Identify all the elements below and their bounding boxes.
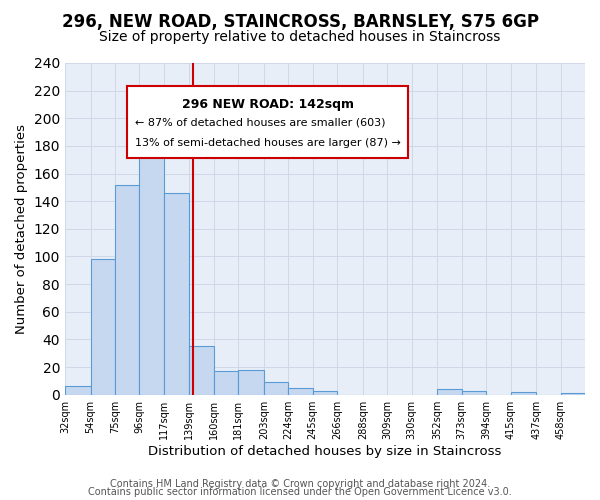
Bar (264, 382, 289, 394)
FancyBboxPatch shape (127, 86, 408, 158)
Bar (115, 184, 139, 394)
Bar (238, 370, 264, 394)
Bar (511, 392, 536, 394)
Bar (91, 260, 115, 394)
Bar (461, 390, 486, 394)
Text: 296 NEW ROAD: 142sqm: 296 NEW ROAD: 142sqm (182, 98, 354, 111)
Y-axis label: Number of detached properties: Number of detached properties (15, 124, 28, 334)
Bar (190, 346, 214, 395)
Bar (437, 389, 461, 394)
Bar (289, 388, 313, 394)
Text: Contains public sector information licensed under the Open Government Licence v3: Contains public sector information licen… (88, 487, 512, 497)
Text: 13% of semi-detached houses are larger (87) →: 13% of semi-detached houses are larger (… (135, 138, 401, 147)
X-axis label: Distribution of detached houses by size in Staincross: Distribution of detached houses by size … (148, 444, 502, 458)
Text: 296, NEW ROAD, STAINCROSS, BARNSLEY, S75 6GP: 296, NEW ROAD, STAINCROSS, BARNSLEY, S75… (62, 12, 539, 30)
Bar (164, 193, 190, 394)
Bar (139, 118, 164, 394)
Text: Contains HM Land Registry data © Crown copyright and database right 2024.: Contains HM Land Registry data © Crown c… (110, 479, 490, 489)
Bar (214, 371, 238, 394)
Text: Size of property relative to detached houses in Staincross: Size of property relative to detached ho… (100, 30, 500, 44)
Text: ← 87% of detached houses are smaller (603): ← 87% of detached houses are smaller (60… (135, 118, 386, 128)
Bar (313, 390, 337, 394)
Bar (65, 386, 91, 394)
